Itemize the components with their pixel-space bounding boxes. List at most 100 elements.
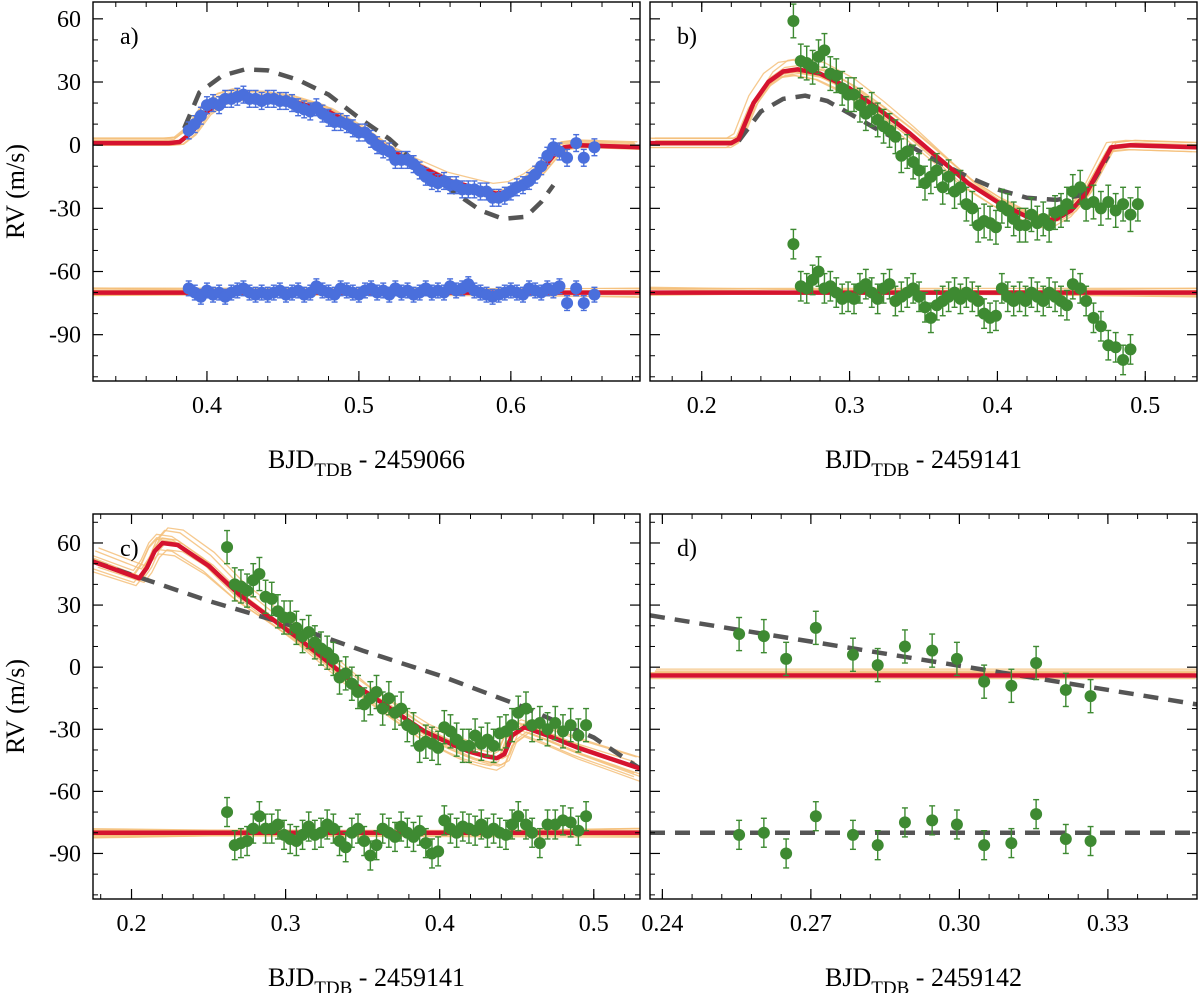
residual-data-point <box>757 826 770 839</box>
residual-data-point <box>846 828 859 841</box>
rv-data-point <box>564 719 577 732</box>
rv-data-point <box>265 592 278 605</box>
x-tick-label: 0.2 <box>687 393 717 419</box>
rv-data-point <box>253 568 266 581</box>
residual-data-point <box>364 849 377 862</box>
residual-data-point <box>995 282 1008 295</box>
y-tick-label: 0 <box>69 655 81 681</box>
residual-data-point <box>352 822 365 835</box>
residual-data-point <box>315 826 328 839</box>
rv-data-point <box>1117 198 1130 211</box>
rv-data-point <box>561 151 574 164</box>
residual-data-point <box>926 814 939 827</box>
x-axis-label: BJDTDB - 2459141 <box>268 963 465 993</box>
rv-data-point <box>188 118 201 131</box>
x-axis-label: BJDTDB - 2459066 <box>268 445 465 481</box>
x-axis-label-subscript: TDB <box>871 978 909 993</box>
x-axis-label-suffix: - 2459142 <box>909 963 1022 992</box>
rv-data-point <box>469 729 482 742</box>
residual-data-point <box>296 828 309 841</box>
residual-data-point <box>1005 837 1018 850</box>
residual-data-point <box>253 810 266 823</box>
x-axis-label-main: BJD <box>268 963 314 992</box>
residual-data-point <box>564 816 577 829</box>
comparison-model-line <box>93 559 640 771</box>
y-tick-label: -30 <box>49 717 81 743</box>
x-axis-label: BJDTDB - 2459141 <box>825 445 1022 481</box>
residual-data-point <box>241 835 254 848</box>
rv-data-point <box>290 621 303 634</box>
x-tick-label: 0.27 <box>790 911 832 937</box>
y-tick-label: 60 <box>57 531 81 557</box>
x-tick-label: 0.24 <box>641 911 683 937</box>
residual-data-point <box>302 820 315 833</box>
residual-data-point <box>978 839 991 852</box>
rv-data-point <box>818 44 831 57</box>
rv-data-point <box>241 584 254 597</box>
residual-data-point <box>1037 294 1050 307</box>
rv-data-point <box>1074 181 1087 194</box>
residual-data-point <box>432 845 445 858</box>
residual-data-point <box>526 826 539 839</box>
residual-data-point <box>1030 808 1043 821</box>
panel-label: a) <box>120 24 139 50</box>
rv-data-point <box>1059 683 1072 696</box>
x-axis-label-main: BJD <box>825 963 871 992</box>
rv-data-point <box>535 160 548 173</box>
rv-data-point <box>194 109 207 122</box>
panel-c: 0.2 0.3 0.4 0.5 60 30 0 -30 -60 -90 c) BJDTDB - 245… <box>1 513 641 993</box>
residual-data-point <box>924 311 937 324</box>
x-tick-label: 0.5 <box>579 911 609 937</box>
plot-frame <box>92 513 641 900</box>
residual-data-point <box>800 282 813 295</box>
x-tick-label: 0.30 <box>938 911 980 937</box>
rv-data-point <box>572 729 585 742</box>
rv-data-point <box>966 202 979 215</box>
plot-area <box>650 610 1197 869</box>
best-fit-model-line <box>650 67 1197 224</box>
rv-data-point <box>1001 204 1014 217</box>
y-tick-label: 0 <box>69 133 81 159</box>
residual-data-point <box>419 837 432 850</box>
rv-data-point <box>432 741 445 754</box>
panel-label: b) <box>677 24 697 50</box>
residual-data-point <box>859 278 872 291</box>
x-axis-label-suffix: - 2459141 <box>352 963 465 992</box>
x-tick-label: 0.33 <box>1087 911 1129 937</box>
rv-data-point <box>978 675 991 688</box>
x-tick-label: 0.5 <box>1130 393 1160 419</box>
y-tick-label: 30 <box>57 593 81 619</box>
posterior-sample-line <box>93 553 637 758</box>
rv-data-point <box>352 686 365 699</box>
residual-data-point <box>570 282 583 295</box>
residual-data-point <box>733 828 746 841</box>
residual-data-point <box>580 810 593 823</box>
plot-area <box>650 3 1197 376</box>
residual-data-point <box>787 238 800 251</box>
plot-area <box>93 527 640 871</box>
rv-data-point <box>541 149 554 162</box>
plot-frame <box>649 1 1198 382</box>
rv-data-point <box>954 181 967 194</box>
residual-data-point <box>1080 294 1093 307</box>
rv-data-point <box>1131 198 1144 211</box>
rv-data-point <box>950 652 963 665</box>
rv-data-point <box>830 69 843 82</box>
rv-data-point <box>407 723 420 736</box>
rv-data-point <box>1060 198 1073 211</box>
rv-data-point <box>780 652 793 665</box>
residual-data-point <box>561 297 574 310</box>
rv-data-point <box>221 541 234 554</box>
rv-data-point <box>989 221 1002 234</box>
comparison-model-line <box>650 613 1197 707</box>
residual-data-point <box>572 824 585 837</box>
rv-data-point <box>848 88 861 101</box>
panel-a: 0.4 0.5 0.6 60 30 0 -30 -60 -90 a) BJDTDB - 245906… <box>1 1 641 481</box>
rv-data-point <box>787 14 800 27</box>
x-axis-label-suffix: - 2459066 <box>352 445 465 474</box>
rv-data-point <box>1102 196 1115 209</box>
rv-data-point <box>846 648 859 661</box>
residual-data-point <box>1109 341 1122 354</box>
x-axis-label-subscript: TDB <box>314 460 352 481</box>
